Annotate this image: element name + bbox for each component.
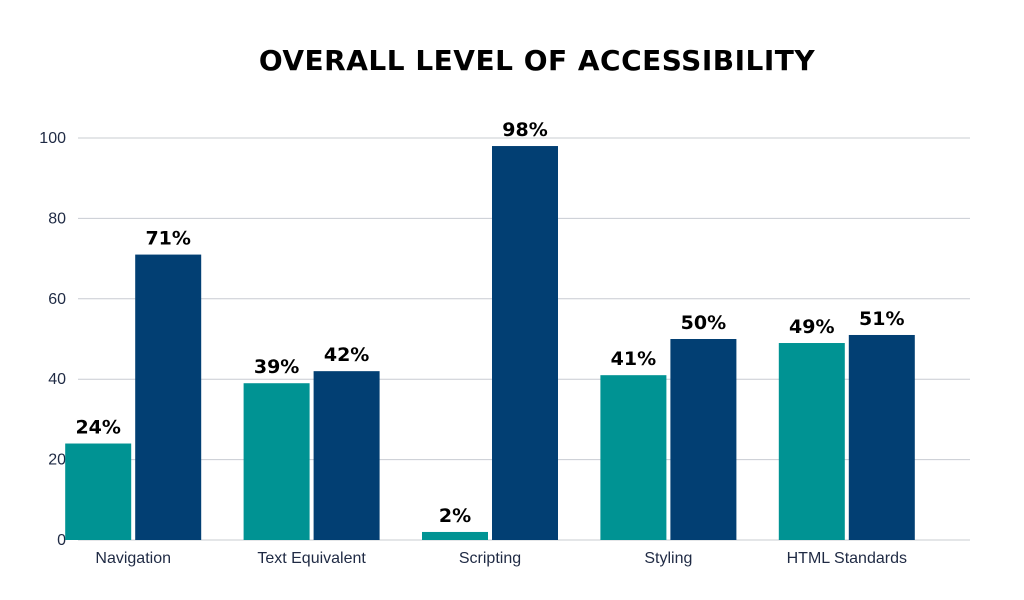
data-label: 50% [681, 312, 726, 334]
bar [422, 531, 488, 540]
data-label: 51% [859, 308, 904, 330]
bar [778, 343, 845, 540]
y-tick-label: 100 [39, 130, 66, 147]
bar [670, 339, 737, 540]
y-tick-label: 40 [48, 371, 66, 388]
x-tick-label: Text Equivalent [257, 550, 366, 567]
data-label: 98% [502, 119, 547, 141]
bar [848, 334, 915, 540]
chart-title: OVERALL LEVEL OF ACCESSIBILITY [258, 44, 816, 77]
bar [313, 371, 380, 540]
y-tick-label: 20 [48, 452, 66, 469]
bar [65, 443, 132, 540]
x-tick-label: HTML Standards [787, 550, 907, 567]
data-label: 39% [254, 356, 299, 378]
x-tick-label: Styling [644, 550, 692, 567]
data-label: 49% [789, 316, 834, 338]
data-label: 41% [611, 348, 656, 370]
bar [243, 383, 310, 540]
bar [600, 375, 667, 540]
x-tick-label: Navigation [95, 550, 171, 567]
data-label: 42% [324, 344, 369, 366]
x-tick-label: Scripting [459, 550, 521, 567]
data-label: 2% [439, 505, 471, 527]
y-tick-label: 0 [57, 532, 66, 549]
bar [135, 254, 202, 540]
y-tick-label: 80 [48, 210, 66, 227]
bar [492, 146, 558, 541]
data-label: 24% [75, 417, 120, 439]
data-label: 71% [145, 228, 190, 250]
y-tick-label: 60 [48, 291, 66, 308]
